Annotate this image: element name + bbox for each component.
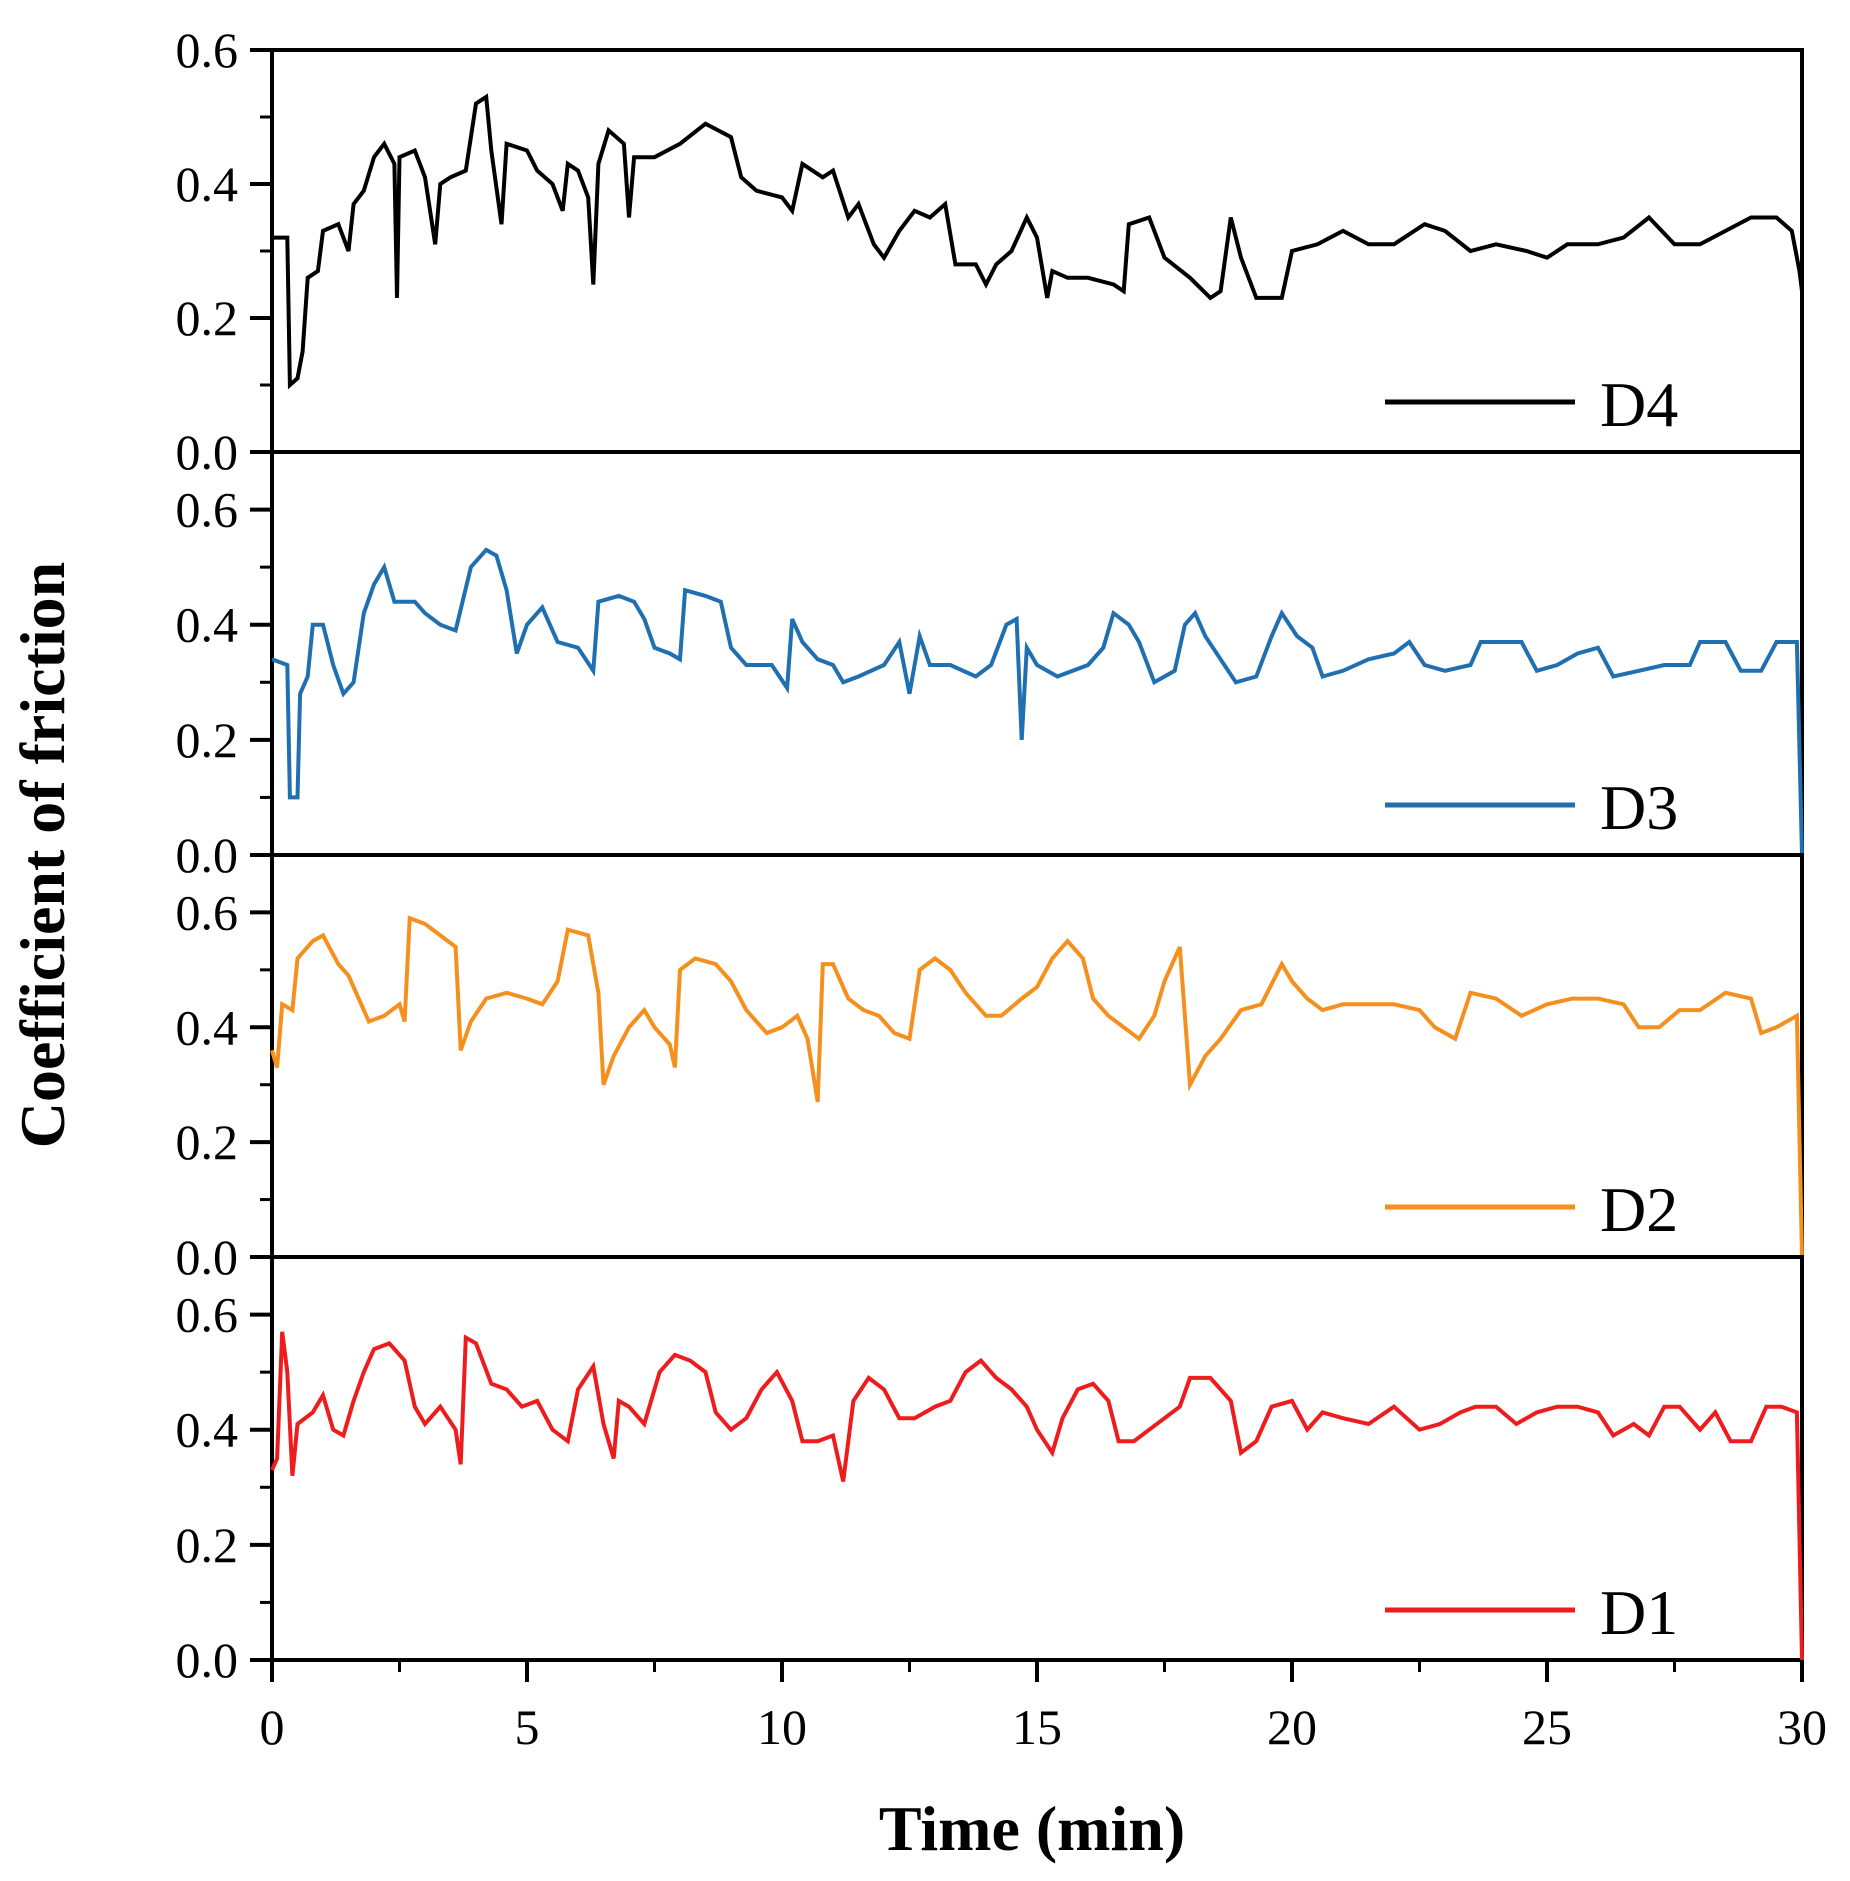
panel-frame-d3 [270,450,1804,857]
panel-frame-d1 [270,1255,1804,1662]
series-line-d1 [270,1331,1804,1661]
y-tick-label-d4: 0.2 [176,290,239,346]
series-line-d3 [271,547,1804,856]
panel-d3: 0.0 0.2 0.4 0.6 D3 [176,450,1804,883]
x-tick-label: 5 [515,1699,540,1755]
y-tick-label-d3: 0.6 [176,482,239,538]
x-tick-label: 10 [757,1699,807,1755]
y-tick-label-d4: 0.4 [176,156,239,212]
y-tick-label-d4: 0.0 [176,424,239,480]
x-tick-label: 0 [260,1699,285,1755]
series-line-d4 [272,93,1804,390]
y-tick-label-d3: 0.0 [176,827,239,883]
panel-d2: 0.0 0.2 0.4 0.6 D2 [176,853,1804,1285]
x-axis: 0 5 10 15 20 25 30 [260,1660,1827,1755]
panel-d1: 0.0 0.2 0.4 0.6 D1 [176,1255,1804,1688]
y-tick-label-d1: 0.6 [176,1287,239,1343]
y-tick-label-d2: 0.0 [176,1229,239,1285]
y-tick-label-d2: 0.2 [176,1114,239,1170]
y-tick-label-d1: 0.2 [176,1517,239,1573]
legend-label-d2: D2 [1600,1174,1678,1245]
y-tick-label-d3: 0.2 [176,712,239,768]
y-tick-label-d2: 0.6 [176,884,239,940]
panel-frame-d2 [270,853,1804,1259]
panel-d4: 0.0 0.2 0.4 0.6 D4 [176,22,1804,480]
legend-label-d4: D4 [1600,369,1678,440]
x-tick-label: 30 [1777,1699,1827,1755]
panel-frame-d4 [270,48,1804,454]
series-line-d2 [270,915,1804,1258]
y-tick-label-d1: 0.4 [176,1402,239,1458]
legend-label-d3: D3 [1600,772,1678,843]
y-tick-label-d4: 0.6 [176,22,239,78]
y-axis-title: Coefficient of friction [7,562,78,1148]
y-tick-label-d2: 0.4 [176,999,239,1055]
y-tick-label-d3: 0.4 [176,597,239,653]
legend-label-d1: D1 [1600,1577,1678,1648]
y-tick-label-d1: 0.0 [176,1632,239,1688]
x-tick-label: 15 [1012,1699,1062,1755]
x-tick-label: 20 [1267,1699,1317,1755]
x-axis-title: Time (min) [879,1793,1185,1864]
x-tick-label: 25 [1522,1699,1572,1755]
